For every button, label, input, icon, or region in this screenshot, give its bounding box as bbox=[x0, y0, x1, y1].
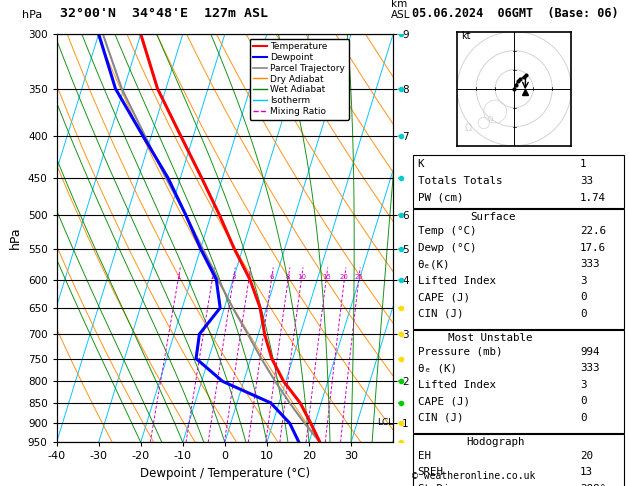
Text: Mixing Ratio (g/kg): Mixing Ratio (g/kg) bbox=[420, 192, 430, 284]
Text: 17.6: 17.6 bbox=[580, 243, 606, 253]
Text: 10: 10 bbox=[297, 274, 306, 279]
Text: km
ASL: km ASL bbox=[391, 0, 411, 20]
Text: 333: 333 bbox=[580, 364, 599, 373]
Text: Most Unstable: Most Unstable bbox=[448, 333, 532, 343]
Text: Surface: Surface bbox=[470, 212, 515, 222]
Text: 994: 994 bbox=[580, 347, 599, 357]
Text: 20: 20 bbox=[340, 274, 349, 279]
Text: CIN (J): CIN (J) bbox=[418, 413, 463, 423]
Text: Ω: Ω bbox=[487, 116, 493, 122]
Text: EH: EH bbox=[418, 451, 431, 461]
Text: 1.74: 1.74 bbox=[580, 192, 606, 203]
Text: Lifted Index: Lifted Index bbox=[418, 380, 496, 390]
Text: 13: 13 bbox=[580, 468, 593, 477]
Text: Ω: Ω bbox=[465, 122, 472, 133]
Y-axis label: hPa: hPa bbox=[9, 227, 22, 249]
Text: 288°: 288° bbox=[580, 484, 606, 486]
Text: © weatheronline.co.uk: © weatheronline.co.uk bbox=[412, 471, 535, 481]
Text: kt: kt bbox=[461, 31, 470, 41]
Legend: Temperature, Dewpoint, Parcel Trajectory, Dry Adiabat, Wet Adiabat, Isotherm, Mi: Temperature, Dewpoint, Parcel Trajectory… bbox=[250, 38, 349, 120]
Text: Hodograph: Hodograph bbox=[467, 437, 525, 447]
Text: 32°00'N  34°48'E  127m ASL: 32°00'N 34°48'E 127m ASL bbox=[60, 7, 268, 20]
Text: 3: 3 bbox=[231, 274, 236, 279]
Text: 0: 0 bbox=[580, 309, 586, 319]
Text: Lifted Index: Lifted Index bbox=[418, 276, 496, 286]
X-axis label: Dewpoint / Temperature (°C): Dewpoint / Temperature (°C) bbox=[140, 467, 310, 480]
Text: 1: 1 bbox=[176, 274, 181, 279]
Text: 20: 20 bbox=[580, 451, 593, 461]
Text: 05.06.2024  06GMT  (Base: 06): 05.06.2024 06GMT (Base: 06) bbox=[412, 7, 618, 20]
Text: 6: 6 bbox=[269, 274, 274, 279]
Text: CAPE (J): CAPE (J) bbox=[418, 293, 470, 302]
Text: CAPE (J): CAPE (J) bbox=[418, 397, 470, 406]
Text: LCL: LCL bbox=[377, 418, 393, 427]
Text: 0: 0 bbox=[580, 413, 586, 423]
Text: 15: 15 bbox=[321, 274, 331, 279]
Text: StmDir: StmDir bbox=[418, 484, 457, 486]
Text: 0: 0 bbox=[580, 397, 586, 406]
Text: SREH: SREH bbox=[418, 468, 443, 477]
Text: 333: 333 bbox=[580, 260, 599, 269]
Text: Dewp (°C): Dewp (°C) bbox=[418, 243, 476, 253]
Text: CIN (J): CIN (J) bbox=[418, 309, 463, 319]
Text: 4: 4 bbox=[247, 274, 251, 279]
Text: 33: 33 bbox=[580, 176, 593, 186]
Text: Temp (°C): Temp (°C) bbox=[418, 226, 476, 236]
Text: θₑ(K): θₑ(K) bbox=[418, 260, 450, 269]
Text: 2: 2 bbox=[210, 274, 214, 279]
Text: 3: 3 bbox=[580, 380, 586, 390]
Text: 22.6: 22.6 bbox=[580, 226, 606, 236]
Text: 25: 25 bbox=[354, 274, 363, 279]
Text: hPa: hPa bbox=[22, 10, 42, 20]
Text: 1: 1 bbox=[580, 159, 586, 170]
Text: θₑ (K): θₑ (K) bbox=[418, 364, 457, 373]
Text: Totals Totals: Totals Totals bbox=[418, 176, 502, 186]
Text: 3: 3 bbox=[580, 276, 586, 286]
Text: 0: 0 bbox=[580, 293, 586, 302]
Text: 8: 8 bbox=[286, 274, 291, 279]
Text: K: K bbox=[418, 159, 424, 170]
Text: Pressure (mb): Pressure (mb) bbox=[418, 347, 502, 357]
Text: PW (cm): PW (cm) bbox=[418, 192, 463, 203]
Y-axis label: km
ASL: km ASL bbox=[437, 227, 457, 249]
